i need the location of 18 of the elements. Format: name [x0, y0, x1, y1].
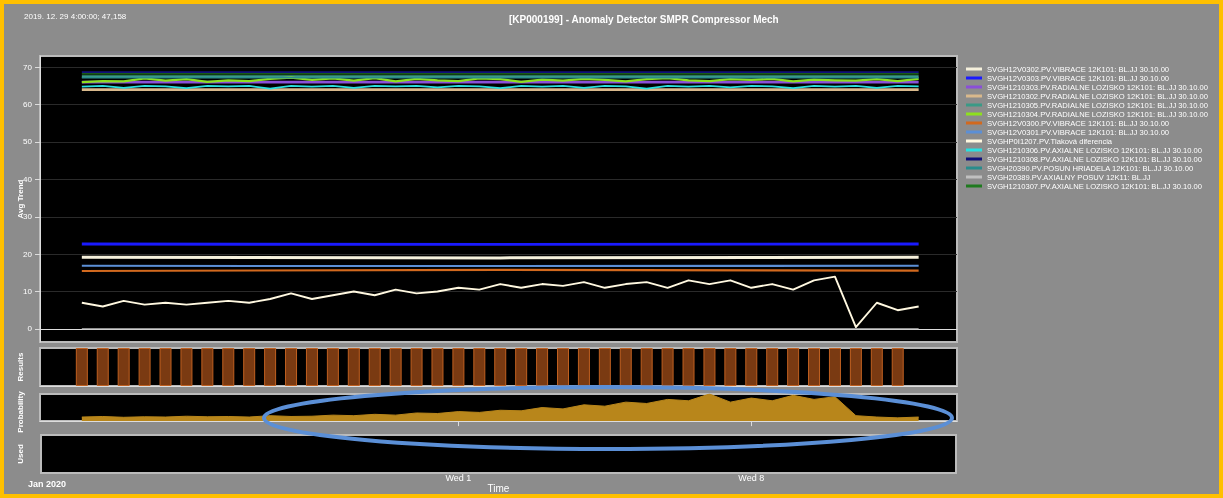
y-tick-label: 0 — [27, 324, 33, 334]
y-tick-label: 30 — [23, 212, 33, 222]
y-tick-label: 70 — [23, 62, 33, 72]
y-axis-title: Results — [15, 352, 25, 382]
text: Used — [15, 444, 25, 464]
y-axis-title: Avg Trend — [15, 179, 25, 219]
y-axis-title: Probability — [15, 390, 25, 433]
x-tick-label: Wed 8 — [738, 472, 765, 483]
y-tick-label: 10 — [23, 287, 33, 297]
y-tick-label: 60 — [23, 100, 33, 110]
y-tick-label: 20 — [23, 249, 33, 259]
y-tick-label: 40 — [23, 174, 33, 184]
x-tick-label: Wed 1 — [445, 472, 472, 483]
y-tick-label: 50 — [23, 137, 33, 147]
chart-title: [KP000199] - Anomaly Detector SMPR Compressor Mech — [509, 13, 779, 25]
text: Jan 2020 — [28, 478, 67, 489]
text: 2019. 12. 29 4:00:00; 47,158 — [24, 11, 127, 21]
x-axis-title: Time — [487, 482, 510, 494]
